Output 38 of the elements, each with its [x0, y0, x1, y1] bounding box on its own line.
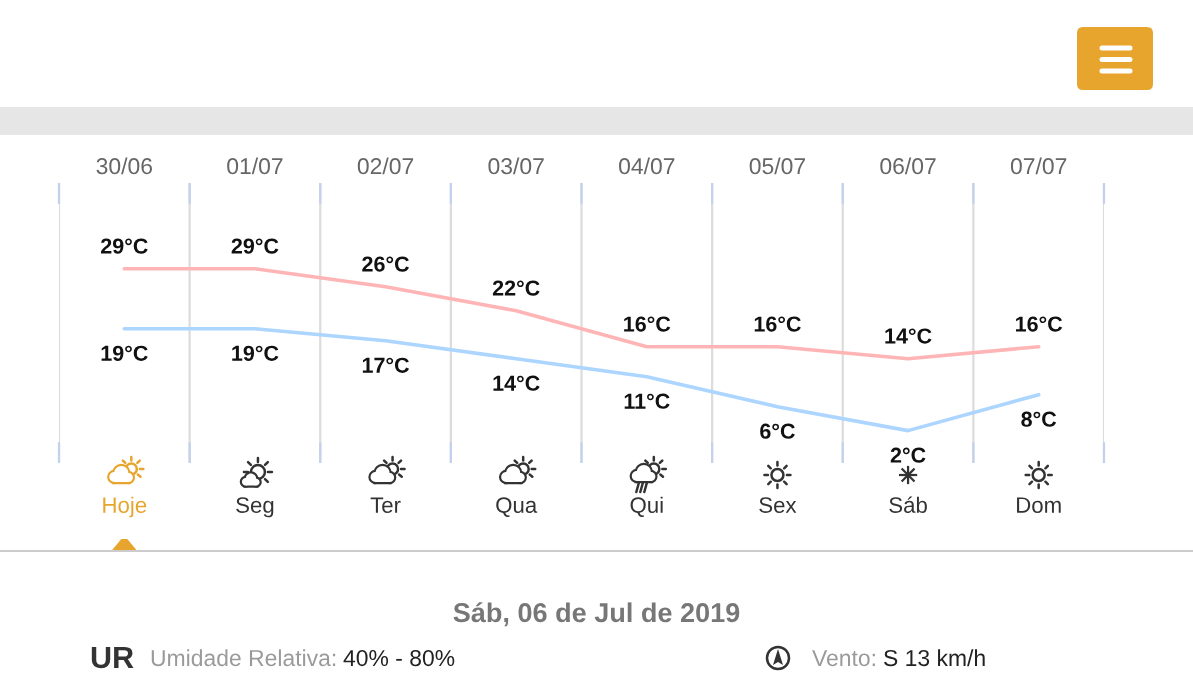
text: S 13 km/h	[884, 649, 985, 667]
text: Sáb, 06 de Jul de 2019	[453, 602, 740, 627]
x-tick-label: 30/06	[96, 157, 152, 175]
text: Hoje	[103, 496, 147, 518]
text: Sáb	[889, 496, 927, 513]
data-label: 17°C	[362, 357, 410, 373]
x-tick-label: 02/07	[357, 157, 414, 175]
text: Vento:	[812, 650, 875, 667]
data-label: 16°C	[1015, 316, 1063, 332]
text: 40% - 80%	[343, 649, 455, 667]
data-label: 16°C	[754, 316, 801, 332]
data-label: 14°C	[493, 375, 540, 391]
text: Umidade Relativa:	[151, 649, 336, 667]
x-tick-label: 07/07	[1010, 157, 1067, 175]
data-label: 14°C	[885, 328, 932, 344]
x-tick-label: 06/07	[880, 157, 936, 175]
x-tick-label: 04/07	[619, 157, 675, 175]
text: UR	[91, 646, 134, 669]
x-tick-label: 01/07	[227, 157, 283, 175]
data-label: 29°C	[231, 238, 279, 254]
data-label: 19°C	[101, 345, 148, 361]
x-tick-label: 05/07	[749, 157, 805, 175]
data-label: 22°C	[492, 280, 540, 296]
text: Ter	[370, 497, 401, 513]
data-label: 2°C	[890, 447, 926, 463]
text: Qua	[496, 497, 538, 517]
data-label: 19°C	[232, 345, 279, 361]
text: Seg	[236, 497, 274, 518]
data-label: 6°C	[760, 423, 795, 439]
x-tick-label: 03/07	[488, 157, 544, 175]
text: Dom	[1017, 497, 1061, 513]
data-label: 16°C	[624, 316, 671, 332]
data-label: 26°C	[362, 256, 410, 272]
data-label: 11°C	[624, 393, 670, 409]
data-label: 29°C	[101, 238, 148, 254]
text: Qui	[630, 496, 663, 517]
data-label: 8°C	[1021, 411, 1057, 427]
text: Sex	[759, 497, 797, 513]
